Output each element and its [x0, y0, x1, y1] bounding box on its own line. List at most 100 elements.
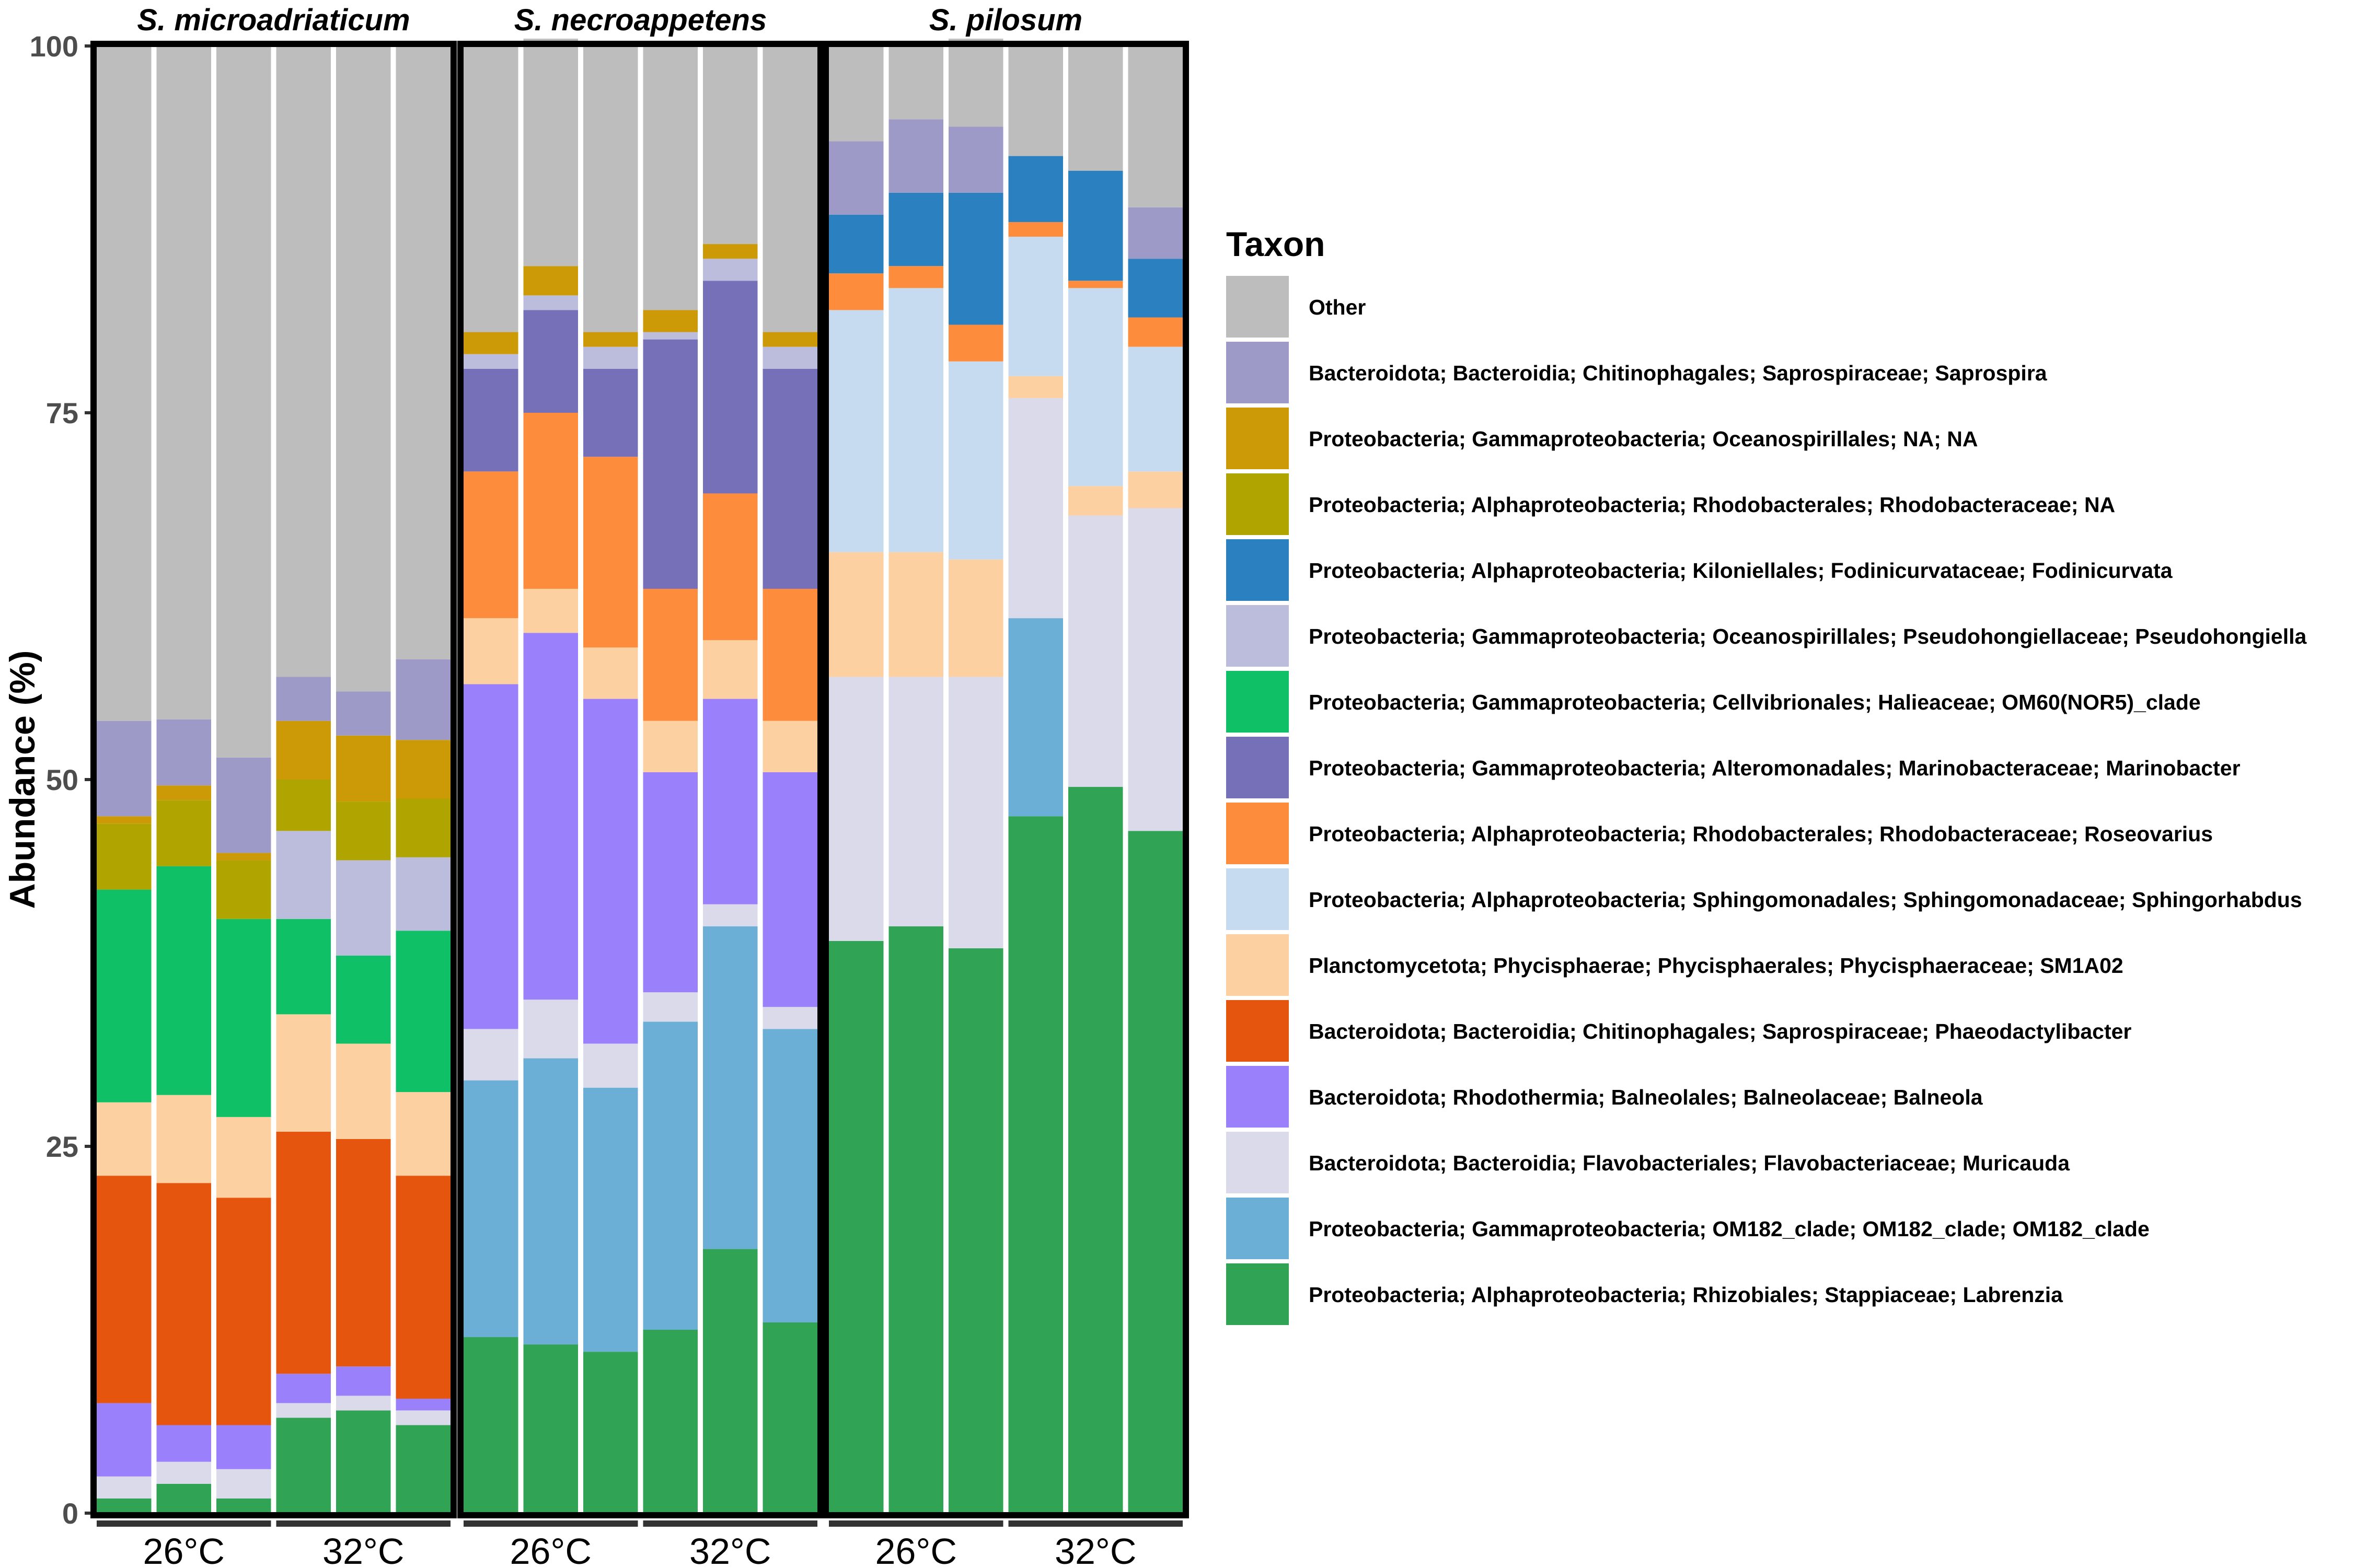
bar-segment	[763, 772, 817, 1007]
bar-segment	[583, 457, 638, 648]
legend-key	[1226, 539, 1289, 601]
bar-segment	[97, 721, 152, 817]
temperature-label: 32°C	[322, 1531, 404, 1568]
bar-segment	[464, 684, 518, 1029]
bar-segment	[523, 413, 578, 589]
bar-segment	[336, 860, 391, 956]
bar-segment	[1008, 398, 1063, 619]
bar-segment	[216, 1117, 271, 1198]
bar-segment	[276, 780, 331, 831]
bar-segment	[703, 46, 758, 245]
bar-segment	[97, 1176, 152, 1403]
bar-segment	[1008, 237, 1063, 376]
legend-label: Planctomycetota; Phycisphaerae; Phycisph…	[1309, 954, 2123, 978]
temperature-label: 26°C	[875, 1531, 957, 1568]
bar-segment	[276, 1374, 331, 1403]
bar-segment	[703, 1249, 758, 1513]
bar-segment	[583, 346, 638, 369]
bar-segment	[97, 889, 152, 1102]
bar-segment	[523, 266, 578, 296]
bar-segment	[396, 1092, 451, 1176]
bar-segment	[949, 126, 1003, 193]
bar-segment	[643, 1021, 698, 1330]
legend-label: Bacteroidota; Bacteroidia; Chitinophagal…	[1309, 361, 2048, 385]
y-tick-label: 50	[46, 763, 78, 796]
panel-border	[457, 41, 824, 1518]
bar-segment	[523, 633, 578, 1000]
bar-segment	[888, 119, 943, 193]
panel-title: S. microadriaticum	[137, 3, 410, 37]
bar-segment	[949, 324, 1003, 362]
bar-segment	[888, 677, 943, 926]
temperature-label: 26°C	[510, 1531, 592, 1568]
bar-segment	[829, 677, 884, 941]
bar-segment	[829, 940, 884, 1513]
y-tick-label: 0	[62, 1497, 78, 1530]
bar-segment	[464, 332, 518, 354]
legend-key	[1226, 737, 1289, 798]
bar-segment	[97, 46, 152, 721]
bar-segment	[643, 721, 698, 772]
legend-key	[1226, 408, 1289, 469]
bar-segment	[1128, 471, 1183, 508]
bar-segment	[583, 1352, 638, 1513]
bar-segment	[643, 588, 698, 721]
bar-segment	[763, 1029, 817, 1322]
bar-segment	[523, 1058, 578, 1345]
bar-segment	[583, 46, 638, 332]
bar-segment	[703, 259, 758, 281]
legend-label: Proteobacteria; Gammaproteobacteria; Cel…	[1309, 690, 2201, 714]
legend-key	[1226, 934, 1289, 996]
legend-label: Proteobacteria; Alphaproteobacteria; Rhi…	[1309, 1283, 2063, 1307]
y-tick-label: 75	[46, 397, 78, 429]
bar-segment	[523, 310, 578, 413]
bar-segment	[888, 552, 943, 677]
bar-segment	[336, 691, 391, 736]
bar-segment	[1128, 346, 1183, 472]
legend-label: Proteobacteria; Gammaproteobacteria; Oce…	[1309, 427, 1978, 451]
bar-segment	[396, 46, 451, 659]
bar-segment	[1128, 259, 1183, 318]
bar-segment	[763, 46, 817, 332]
bar-segment	[156, 1483, 211, 1513]
bar-segment	[763, 332, 817, 347]
bar-segment	[396, 659, 451, 740]
bar-segment	[276, 1014, 331, 1132]
bar-segment	[156, 1461, 211, 1484]
bar-segment	[1068, 787, 1123, 1513]
bar-segment	[583, 1043, 638, 1088]
bar-segment	[156, 800, 211, 866]
legend-key	[1226, 605, 1289, 667]
bar-segment	[888, 192, 943, 266]
bar-segment	[949, 948, 1003, 1513]
bar-segment	[216, 1469, 271, 1499]
bar-segment	[1128, 46, 1183, 207]
legend-key	[1226, 1000, 1289, 1062]
panel-title: S. necroappetens	[514, 3, 767, 37]
bar-segment	[97, 1403, 152, 1477]
bar-segment	[336, 955, 391, 1044]
bar-segment	[464, 354, 518, 369]
bar-segment	[464, 618, 518, 684]
bar-segment	[763, 588, 817, 721]
legend-key	[1226, 1263, 1289, 1325]
bar-segment	[156, 1425, 211, 1462]
bar-segment	[336, 735, 391, 802]
bar-segment	[336, 1410, 391, 1513]
bar-segment	[97, 1102, 152, 1176]
bar-segment	[216, 1425, 271, 1469]
bar-segment	[1068, 281, 1123, 288]
bar-segment	[829, 552, 884, 677]
bar-segment	[156, 866, 211, 1095]
bar-segment	[97, 823, 152, 890]
bar-segment	[216, 919, 271, 1117]
bar-segment	[1008, 376, 1063, 398]
bar-segment	[336, 1139, 391, 1367]
bar-segment	[1008, 222, 1063, 237]
plot-area: 0 25 50 75 100 S. microadriaticum 26°C 32°C S. n…	[30, 3, 1189, 1568]
bar-segment	[396, 798, 451, 857]
bar-segment	[336, 1396, 391, 1411]
bar-segment	[396, 1176, 451, 1399]
legend-label: Proteobacteria; Alphaproteobacteria; Sph…	[1309, 888, 2302, 912]
bar-segment	[829, 310, 884, 552]
